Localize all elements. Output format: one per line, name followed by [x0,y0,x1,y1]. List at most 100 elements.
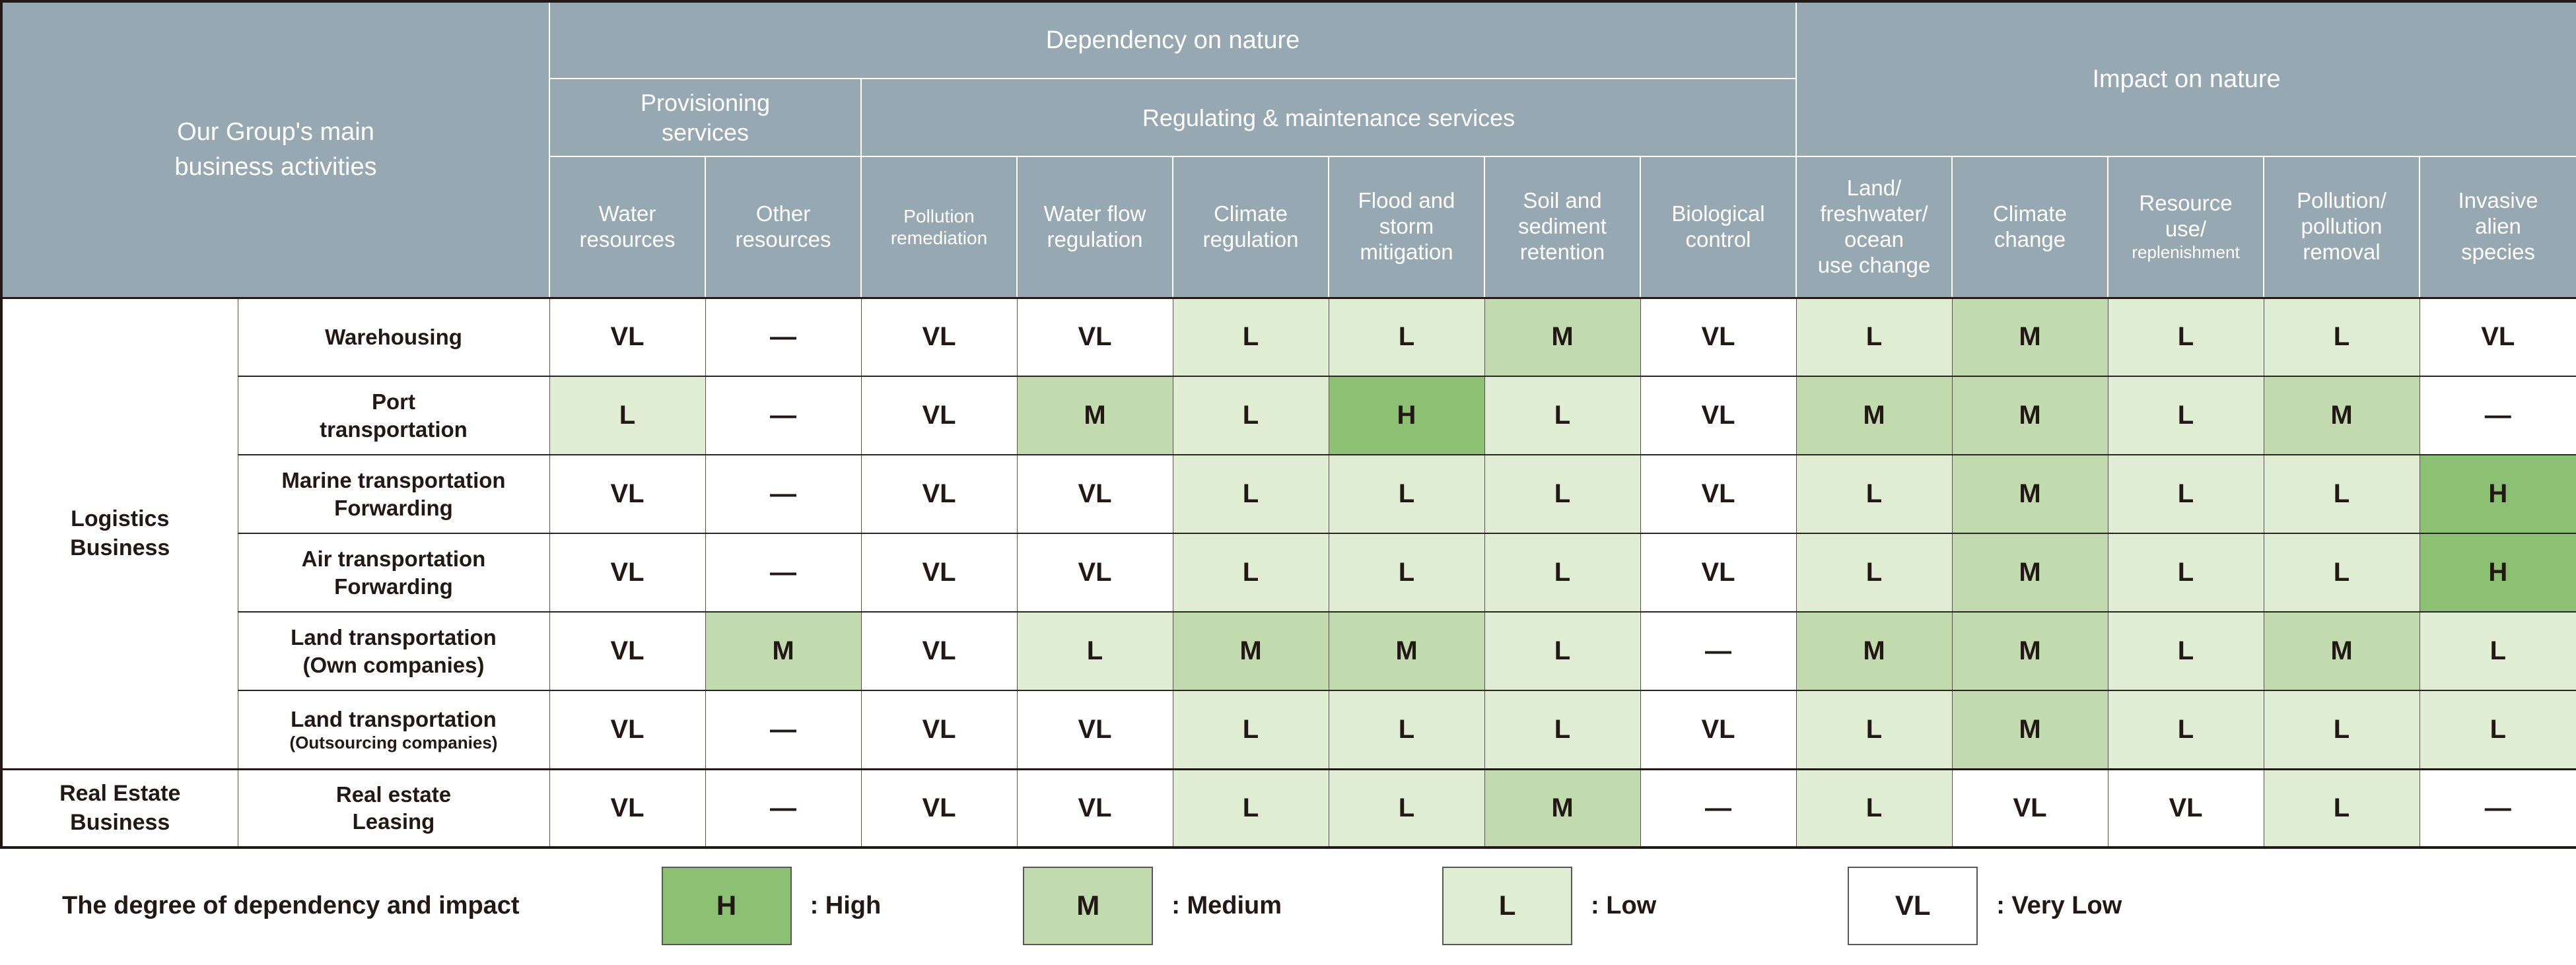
column-header-8: Biological control [1639,156,1797,299]
legend-swatch-l: L [1442,866,1573,945]
rating-cell-r3-c10: M [1951,454,2108,534]
rating-cell-r7-c8: — [1640,768,1797,848]
rating-cell-r2-c2: — [705,376,862,455]
rating-cell-r5-c8: — [1640,611,1797,691]
rating-cell-r6-c10: M [1951,690,2108,770]
provisioning-services-header: Provisioning services [549,78,862,157]
rating-cell-r7-c3: VL [860,768,1018,848]
rating-cell-r2-c6: H [1328,376,1485,455]
rating-cell-r7-c6: L [1328,768,1485,848]
legend-item-l: L: Low [1442,866,1656,945]
business-activity-subline: (Outsourcing companies) [289,733,498,753]
rating-cell-r3-c2: — [705,454,862,534]
rating-cell-r3-c9: L [1795,454,1953,534]
rating-cell-r6-c8: VL [1640,690,1797,770]
column-header-10: Climate change [1951,156,2109,299]
business-activity-cell: Port transportation [237,376,550,455]
rating-cell-r1-c2: — [705,297,862,377]
rating-cell-r5-c10: M [1951,611,2108,691]
legend-label-h: : High [810,891,882,919]
rating-cell-r1-c11: L [2107,297,2264,377]
rating-cell-r7-c10: VL [1951,768,2108,848]
table-row: Marine transportation Forwarding VL — VL VL L… [1,454,2576,534]
dependency-on-nature-header: Dependency on nature [548,1,1797,79]
legend-item-h: H: High [661,866,882,945]
rating-cell-r2-c8: VL [1640,376,1797,455]
regulating-maintenance-services-header: Regulating & maintenance services [860,78,1797,157]
rating-cell-r4-c8: VL [1640,533,1797,613]
legend: The degree of dependency and impact H: H… [0,846,2576,965]
column-header-3: Pollution remediation [860,156,1018,299]
corner-header-main-business-activities: Our Group's main business activities [1,1,550,299]
business-activity-cell: Land transportation (Own companies) [237,611,550,691]
rating-cell-r6-c3: VL [860,690,1018,770]
legend-title: The degree of dependency and impact [62,891,520,919]
rating-cell-r2-c11: L [2107,376,2264,455]
business-activity-cell: Land transportation (Outsourcing companie… [237,690,550,770]
rating-cell-r5-c6: M [1328,611,1485,691]
rating-cell-r4-c4: VL [1016,533,1173,613]
rating-cell-r1-c6: L [1328,297,1485,377]
rating-cell-r7-c7: M [1484,768,1641,848]
rating-cell-r3-c4: VL [1016,454,1173,534]
column-header-4: Water flow regulation [1016,156,1173,299]
column-header-12: Pollution/ pollution removal [2263,156,2421,299]
column-header-6: Flood and storm mitigation [1328,156,1485,299]
business-activity-cell: Real estate Leasing [237,768,550,848]
rating-cell-r6-c4: VL [1016,690,1173,770]
rating-cell-r1-c9: L [1795,297,1953,377]
rating-cell-r4-c7: L [1484,533,1641,613]
business-group-cell: Real Estate Business [1,768,238,848]
rating-cell-r1-c1: VL [549,297,706,377]
table-row: Air transportation Forwarding VL — VL VL L L L V… [1,533,2576,613]
rating-cell-r7-c9: L [1795,768,1953,848]
rating-cell-r2-c10: M [1951,376,2108,455]
rating-cell-r6-c11: L [2107,690,2264,770]
rating-cell-r5-c4: L [1016,611,1173,691]
rating-cell-r2-c9: M [1795,376,1953,455]
rating-cell-r7-c1: VL [549,768,706,848]
table-row: Logistics Business Warehousing VL — VL VL L L M V… [1,297,2576,770]
table-row: Land transportation (Own companies) VL M VL… [1,611,2576,691]
business-activity-cell: Air transportation Forwarding [237,533,550,613]
rating-cell-r6-c2: — [705,690,862,770]
rating-cell-r3-c6: L [1328,454,1485,534]
rating-cell-r5-c7: L [1484,611,1641,691]
rating-cell-r2-c12: M [2263,376,2420,455]
legend-label-vl: : Very Low [1996,891,2122,919]
rating-cell-r5-c2: M [705,611,862,691]
rating-cell-r4-c3: VL [860,533,1018,613]
rating-cell-r1-c10: M [1951,297,2108,377]
rating-cell-r7-c13: — [2419,768,2576,848]
rating-cell-r1-c3: VL [860,297,1018,377]
legend-item-vl: VL: Very Low [1848,866,2122,945]
legend-swatch-m: M [1023,866,1154,945]
rating-cell-r3-c11: L [2107,454,2264,534]
nature-dependency-impact-matrix: Our Group's main business activities Dep… [0,0,2576,849]
rating-cell-r3-c12: L [2263,454,2420,534]
column-header-13: Invasive alien species [2419,156,2576,299]
business-group-cell: Logistics Business [1,297,238,770]
rating-cell-r4-c2: — [705,533,862,613]
rating-cell-r5-c5: M [1172,611,1329,691]
rating-cell-r7-c4: VL [1016,768,1173,848]
rating-cell-r1-c8: VL [1640,297,1797,377]
rating-cell-r2-c1: L [549,376,706,455]
table-row: Real Estate Business Real estate Leasing V… [1,768,2576,848]
rating-cell-r6-c6: L [1328,690,1485,770]
rating-cell-r2-c13: — [2419,376,2576,455]
rating-cell-r4-c6: L [1328,533,1485,613]
rating-cell-r2-c4: M [1016,376,1173,455]
table-row: Land transportation (Outsourcing companie… [1,690,2576,770]
rating-cell-r4-c10: M [1951,533,2108,613]
column-header-1: Water resources [549,156,706,299]
impact-on-nature-header: Impact on nature [1795,1,2576,157]
rating-cell-r4-c13: H [2419,533,2576,613]
business-activity-cell: Marine transportation Forwarding [237,454,550,534]
rating-cell-r6-c1: VL [549,690,706,770]
rating-cell-r7-c12: L [2263,768,2420,848]
rating-cell-r5-c9: M [1795,611,1953,691]
rating-cell-r1-c4: VL [1016,297,1173,377]
rating-cell-r4-c9: L [1795,533,1953,613]
rating-cell-r3-c8: VL [1640,454,1797,534]
